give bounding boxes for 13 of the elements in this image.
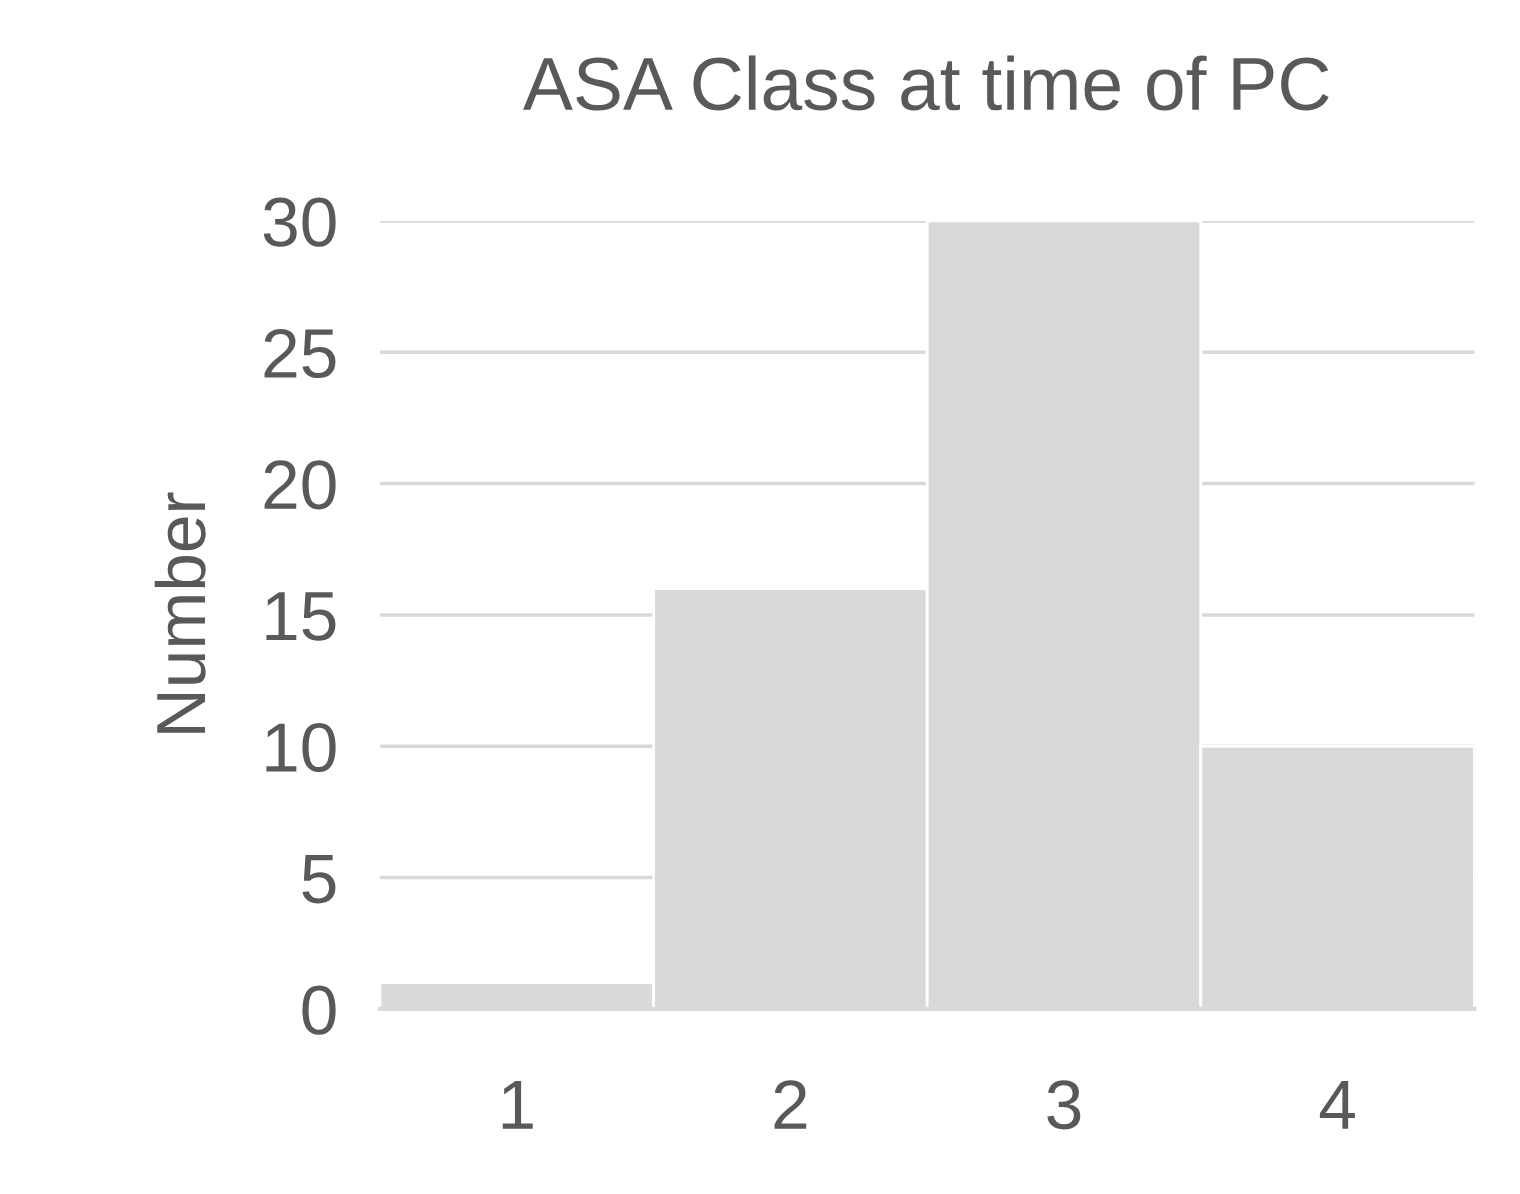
x-tick-label: 3 [1047, 1080, 1081, 1130]
x-tick-label: 1 [502, 1080, 533, 1129]
y-tick-label: 30 [263, 197, 336, 247]
x-tick-label: 4 [1319, 1080, 1355, 1129]
chart-title: ASA Class at time of PC [523, 55, 1329, 111]
x-tick-label: 2 [774, 1080, 807, 1129]
y-tick-label: 10 [266, 722, 336, 773]
y-tick-label: 25 [264, 328, 336, 379]
y-tick-label: 5 [302, 854, 336, 904]
y-tick-label: 0 [302, 985, 336, 1035]
y-tick-label: 20 [264, 460, 336, 510]
y-axis-title: Number [154, 492, 206, 733]
y-tick-label: 15 [266, 592, 336, 641]
